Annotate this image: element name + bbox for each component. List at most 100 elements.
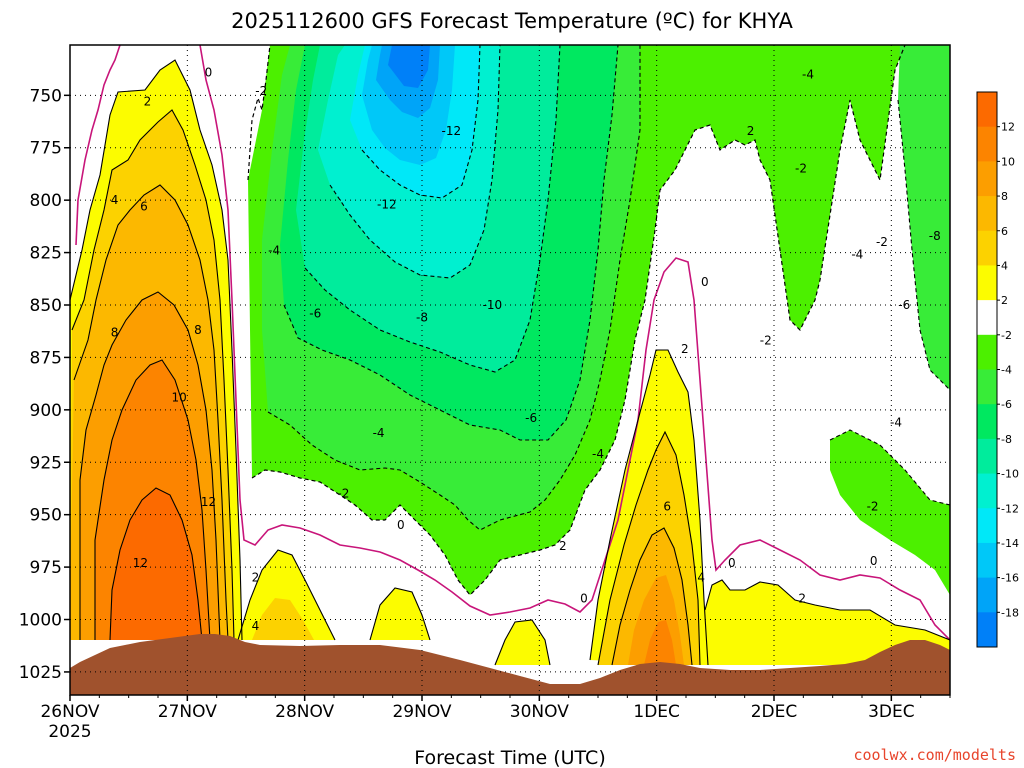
contour-label: 2 (252, 571, 260, 585)
contour-label: 12 (133, 556, 148, 570)
colorbar-label: 6 (1001, 225, 1008, 238)
x-tick-sublabel: 2025 (48, 722, 91, 742)
contour-label: -2 (867, 499, 879, 513)
x-tick-label: 30NOV (510, 702, 569, 722)
temperature-fill-bands (70, 45, 950, 665)
colorbar-swatch (977, 508, 997, 544)
contour-label: 6 (663, 499, 671, 513)
contour-zero-line (199, 45, 950, 641)
colorbar-label: 8 (1001, 190, 1008, 203)
contour-label: -4 (373, 426, 385, 440)
x-tick-label: 26NOV (40, 702, 99, 722)
band-minus6-east (898, 45, 950, 390)
contour-label: -2 (876, 235, 888, 249)
contour-label: 8 (111, 325, 119, 339)
x-tick-label: 1DEC (633, 702, 680, 722)
colorbar-swatch (977, 404, 997, 440)
band-plus12-left (110, 488, 202, 640)
contour-plus2-pocket2 (494, 619, 551, 666)
contour-plus2-pocket1 (369, 587, 431, 641)
contour-plus2-east (704, 579, 950, 641)
chart-title: 2025112600 GFS Forecast Temperature (ºC)… (231, 9, 793, 33)
band-minus20-region (388, 45, 430, 88)
contour-label: -8 (416, 311, 428, 325)
contour-plus2-mid (237, 549, 336, 641)
y-axis: 750 775 800 825 850 875 900 925 950 975 1000 1025 (19, 86, 70, 683)
colorbar-swatch (977, 300, 997, 336)
x-tick-label: 29NOV (392, 702, 451, 722)
contour-label: 10 (171, 390, 186, 404)
contour-label: 8 (194, 323, 202, 337)
y-tick-label: 875 (30, 348, 62, 368)
grid-lines (70, 45, 950, 695)
colorbar-label: 4 (1001, 259, 1008, 272)
colorbar-swatch (977, 473, 997, 509)
contour-label: -4 (851, 248, 863, 262)
band-minus4-east (830, 430, 950, 595)
contour-plus4-dec1 (597, 430, 701, 666)
y-tick-label: 775 (30, 139, 62, 159)
contour-plus2-left (70, 59, 243, 641)
contour-lines (70, 45, 950, 666)
y-tick-label: 975 (30, 558, 62, 578)
contour-label: 4 (111, 193, 119, 207)
contour-label: -6 (309, 306, 321, 320)
contour-label: 2 (681, 342, 689, 356)
contour-label: -2 (795, 162, 807, 176)
contour-label: 2 (798, 592, 806, 606)
contour-label: -4 (890, 415, 902, 429)
contour-label: 0 (870, 554, 878, 568)
colorbar-swatch (977, 438, 997, 475)
contour-plus2-dec1 (589, 349, 709, 666)
contour-label: 12 (201, 495, 216, 509)
colorbar-swatch (977, 126, 997, 162)
y-tick-label: 800 (30, 191, 62, 211)
colorbar-label: -8 (1001, 433, 1012, 446)
colorbar-label: -4 (1001, 364, 1012, 377)
contour-plus4-left (71, 109, 235, 641)
colorbar-label: -12 (1001, 502, 1019, 515)
credit-text: coolwx.com/modelts (853, 746, 1016, 764)
contour-east-dashed-2 (829, 429, 950, 506)
contour-label: -4 (592, 447, 604, 461)
colorbar-label: 10 (1001, 155, 1015, 168)
colorbar-label: -10 (1001, 468, 1019, 481)
contour-label: -8 (929, 229, 941, 243)
y-tick-label: 925 (30, 453, 62, 473)
contour-minus6-line (283, 45, 619, 441)
x-tick-label: 3DEC (868, 702, 915, 722)
contour-plus6-dec1 (611, 527, 693, 666)
contour-label: 0 (397, 518, 405, 532)
contour-label: 4 (697, 571, 705, 585)
x-tick-label: 28NOV (275, 702, 334, 722)
colorbar-swatch (977, 230, 997, 266)
contour-zero-left (75, 45, 121, 246)
contour-label: -6 (898, 298, 910, 312)
y-tick-label: 950 (30, 506, 62, 526)
colorbar-label: 2 (1001, 294, 1008, 307)
colorbar-swatch (977, 577, 997, 613)
contour-minus2-left (247, 45, 271, 181)
colorbar-label: -6 (1001, 398, 1012, 411)
contour-label: 0 (580, 592, 588, 606)
contour-label: -10 (483, 298, 503, 312)
colorbar-swatch (977, 92, 997, 128)
x-tick-label: 2DEC (751, 702, 798, 722)
contour-label: -2 (760, 334, 772, 348)
colorbar-swatch (977, 161, 997, 197)
band-plus2-pocket1 (370, 588, 430, 640)
colorbar: 12 10 8 6 4 2 -2 -4 -6 -8 -10 -12 -14 -16 -18 (976, 91, 1019, 648)
colorbar-swatch (977, 542, 997, 579)
y-tick-label: 1000 (19, 611, 62, 631)
contour-label: -6 (525, 411, 537, 425)
contour-label: 2 (144, 95, 152, 109)
plot-area: 0 -2 2 -12 -4 2 -2 -12 4 6 -8 -2 -4 -10 -4 0 -6 -8 8 8 -6 -2 2… (70, 45, 950, 695)
colorbar-swatch (977, 612, 997, 648)
contour-minus12-line (361, 45, 481, 199)
contour-label: 2 (559, 539, 567, 553)
band-plus4-mid (252, 598, 314, 640)
contour-label: -12 (377, 197, 397, 211)
contour-plus8-left (79, 291, 221, 641)
contour-labels: 0 -2 2 -12 -4 2 -2 -12 4 6 -8 -2 -4 -10 -4 0 -6 -8 8 8 -6 -2 2… (111, 65, 941, 633)
contour-label: 4 (252, 619, 260, 633)
